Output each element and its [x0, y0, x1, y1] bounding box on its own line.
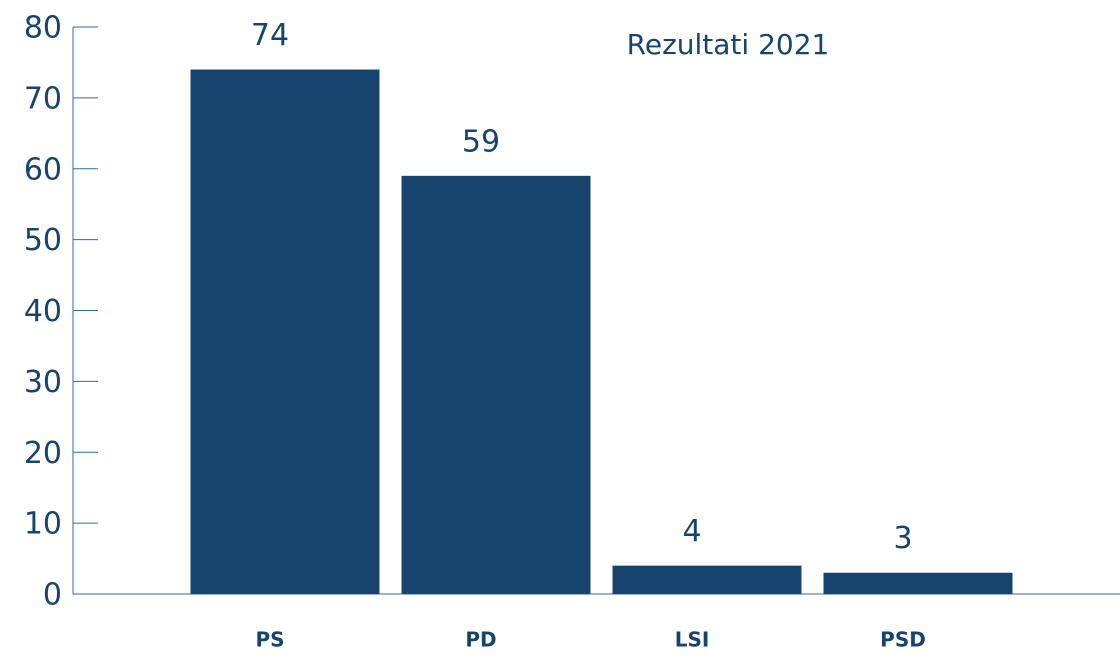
x-tick-label: PS	[255, 628, 284, 652]
y-tick-label: 0	[43, 578, 62, 613]
y-tick-label: 70	[24, 81, 62, 116]
value-label: 3	[893, 521, 912, 556]
y-tick-label: 10	[24, 507, 62, 542]
x-tick-label: PD	[465, 628, 496, 652]
y-tick-label: 80	[24, 11, 62, 46]
y-tick-label: 20	[24, 436, 62, 471]
x-tick-label: LSI	[675, 628, 710, 652]
y-tick-label: 30	[24, 365, 62, 400]
bar	[401, 175, 591, 594]
value-label: 74	[251, 18, 289, 53]
y-tick-label: 60	[24, 152, 62, 187]
x-tick-label: PSD	[880, 628, 926, 652]
bar	[612, 565, 802, 594]
chart-title: Rezultati 2021	[627, 28, 830, 61]
bar	[190, 69, 380, 594]
value-label: 59	[462, 124, 500, 159]
bar	[823, 572, 1013, 594]
y-tick-label: 50	[24, 223, 62, 258]
y-tick-label: 40	[24, 294, 62, 329]
value-label: 4	[682, 514, 701, 549]
